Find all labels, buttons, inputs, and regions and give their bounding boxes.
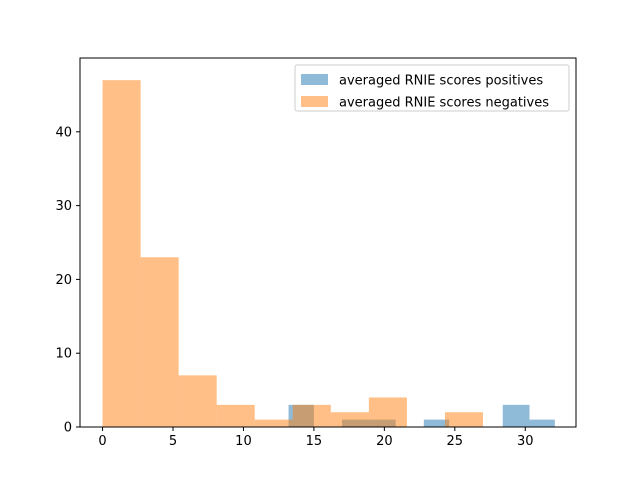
bars-layer	[102, 80, 555, 427]
y-tick-label-4: 40	[55, 125, 72, 140]
legend-swatch-positives	[301, 74, 328, 85]
negatives-bar-9	[444, 412, 483, 427]
legend-swatch-negatives	[301, 96, 328, 107]
y-tick-label-3: 30	[55, 199, 72, 214]
x-tick-label-0: 0	[98, 434, 106, 449]
x-tick-label-1: 5	[169, 434, 177, 449]
y-tick-label-1: 10	[55, 347, 72, 362]
x-tick-label-4: 20	[376, 434, 393, 449]
legend-box	[294, 64, 570, 112]
negatives-bar-1	[140, 257, 179, 427]
y-tick-label-2: 20	[55, 273, 72, 288]
negatives-bar-7	[368, 397, 407, 427]
negatives-bar-2	[178, 375, 217, 427]
y-axis-ticks: 0 10 20 30 40	[55, 125, 80, 436]
negatives-bar-6	[330, 412, 369, 427]
x-tick-label-2: 10	[235, 434, 252, 449]
x-axis-ticks: 0 5 10 15 20 25 30	[98, 427, 534, 449]
axes-frame	[79, 57, 577, 428]
x-tick-label-6: 30	[517, 434, 534, 449]
positives-bar-2	[423, 419, 450, 427]
positives-bar-3	[502, 404, 530, 427]
positives-bar-4	[529, 419, 555, 427]
negatives-bar-0	[102, 80, 141, 427]
x-tick-label-3: 15	[306, 434, 323, 449]
legend-label-negatives: averaged RNIE scores negatives	[339, 96, 549, 111]
y-tick-label-0: 0	[64, 421, 72, 436]
negatives-bar-4	[254, 419, 293, 427]
x-tick-label-5: 25	[447, 434, 464, 449]
legend: averaged RNIE scores positives averaged …	[294, 64, 570, 112]
negatives-bar-3	[216, 404, 255, 427]
negatives-bar-5	[292, 404, 331, 427]
legend-label-positives: averaged RNIE scores positives	[339, 74, 543, 89]
